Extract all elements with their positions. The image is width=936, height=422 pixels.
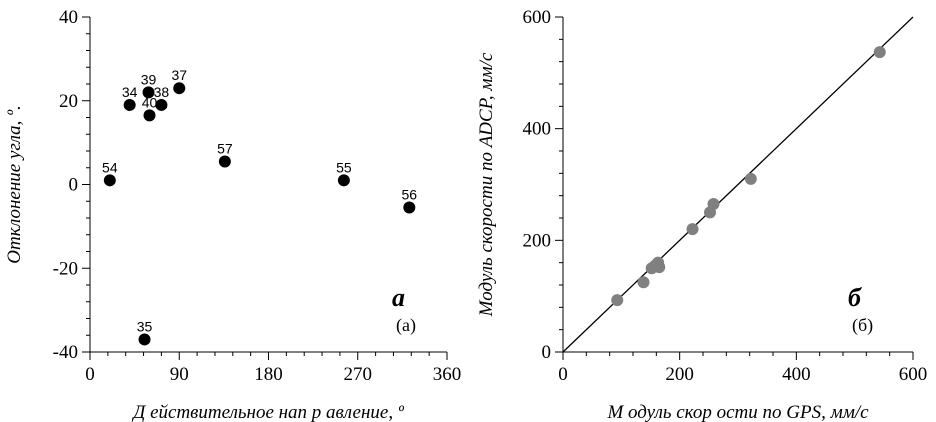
x-tick-label: 400 — [782, 364, 811, 385]
data-point — [142, 86, 155, 99]
x-tick-label: 600 — [899, 364, 928, 385]
data-point — [873, 46, 886, 59]
point-label: 55 — [336, 159, 352, 175]
point-label: 37 — [171, 67, 187, 83]
x-tick-label: 0 — [558, 364, 568, 385]
data-point — [707, 198, 720, 211]
y-tick-label: 40 — [59, 7, 78, 28]
x-tick-label: 0 — [85, 364, 95, 385]
panel-b: 0 200 400 600 600 400 200 0 М одуль скор ости по… — [476, 7, 927, 422]
y-axis-title: Отклонение угла, º. — [4, 105, 25, 263]
y-tick-label: 0 — [69, 175, 79, 196]
data-point — [155, 98, 168, 111]
y-tick-label: 200 — [523, 230, 552, 251]
y-tick-label: 400 — [523, 119, 552, 140]
y-tick-label: 600 — [523, 7, 552, 28]
point-label: 57 — [217, 140, 233, 156]
panel-letter: б — [848, 283, 862, 312]
y-tick-label: 0 — [542, 342, 552, 363]
x-tick-label: 180 — [254, 364, 283, 385]
x-axis-title: М одуль скор ости по GPS, мм/с — [606, 402, 869, 422]
panel-tag: (б) — [852, 315, 873, 336]
data-point — [686, 223, 699, 236]
data-point — [611, 294, 624, 307]
data-point — [173, 82, 186, 95]
point-label: 40 — [142, 94, 158, 110]
y-axis-title: Модуль скорости по ADCP, мм/с — [476, 52, 497, 317]
data-point — [637, 276, 650, 289]
data-point — [744, 172, 757, 185]
data-point — [653, 261, 666, 274]
point-label: 34 — [122, 84, 138, 100]
y-tick-label: -40 — [53, 342, 78, 363]
x-tick-label: 270 — [344, 364, 373, 385]
x-axis-title: Д ействительное нап р авление, º — [131, 402, 405, 422]
data-point — [403, 201, 416, 214]
panel-tag: (а) — [396, 315, 416, 336]
data-point — [123, 98, 136, 111]
y-tick-label: -20 — [53, 258, 78, 279]
data-point — [337, 174, 350, 187]
point-label: 38 — [154, 84, 170, 100]
x-tick-label: 90 — [170, 364, 189, 385]
data-point — [138, 333, 151, 346]
point-label: 39 — [141, 71, 157, 87]
data-point — [103, 174, 116, 187]
panel-a: 0 90 180 270 360 40 20 0 -20 -40 Д ействительное н… — [4, 7, 461, 422]
y-tick-label: 20 — [59, 91, 78, 112]
data-point — [143, 109, 156, 122]
panel-letter: а — [392, 283, 405, 312]
point-label: 54 — [102, 159, 118, 175]
point-label: 35 — [137, 318, 153, 334]
data-point — [218, 155, 231, 168]
x-tick-label: 200 — [665, 364, 694, 385]
point-label: 56 — [402, 187, 418, 203]
x-tick-label: 360 — [433, 364, 462, 385]
